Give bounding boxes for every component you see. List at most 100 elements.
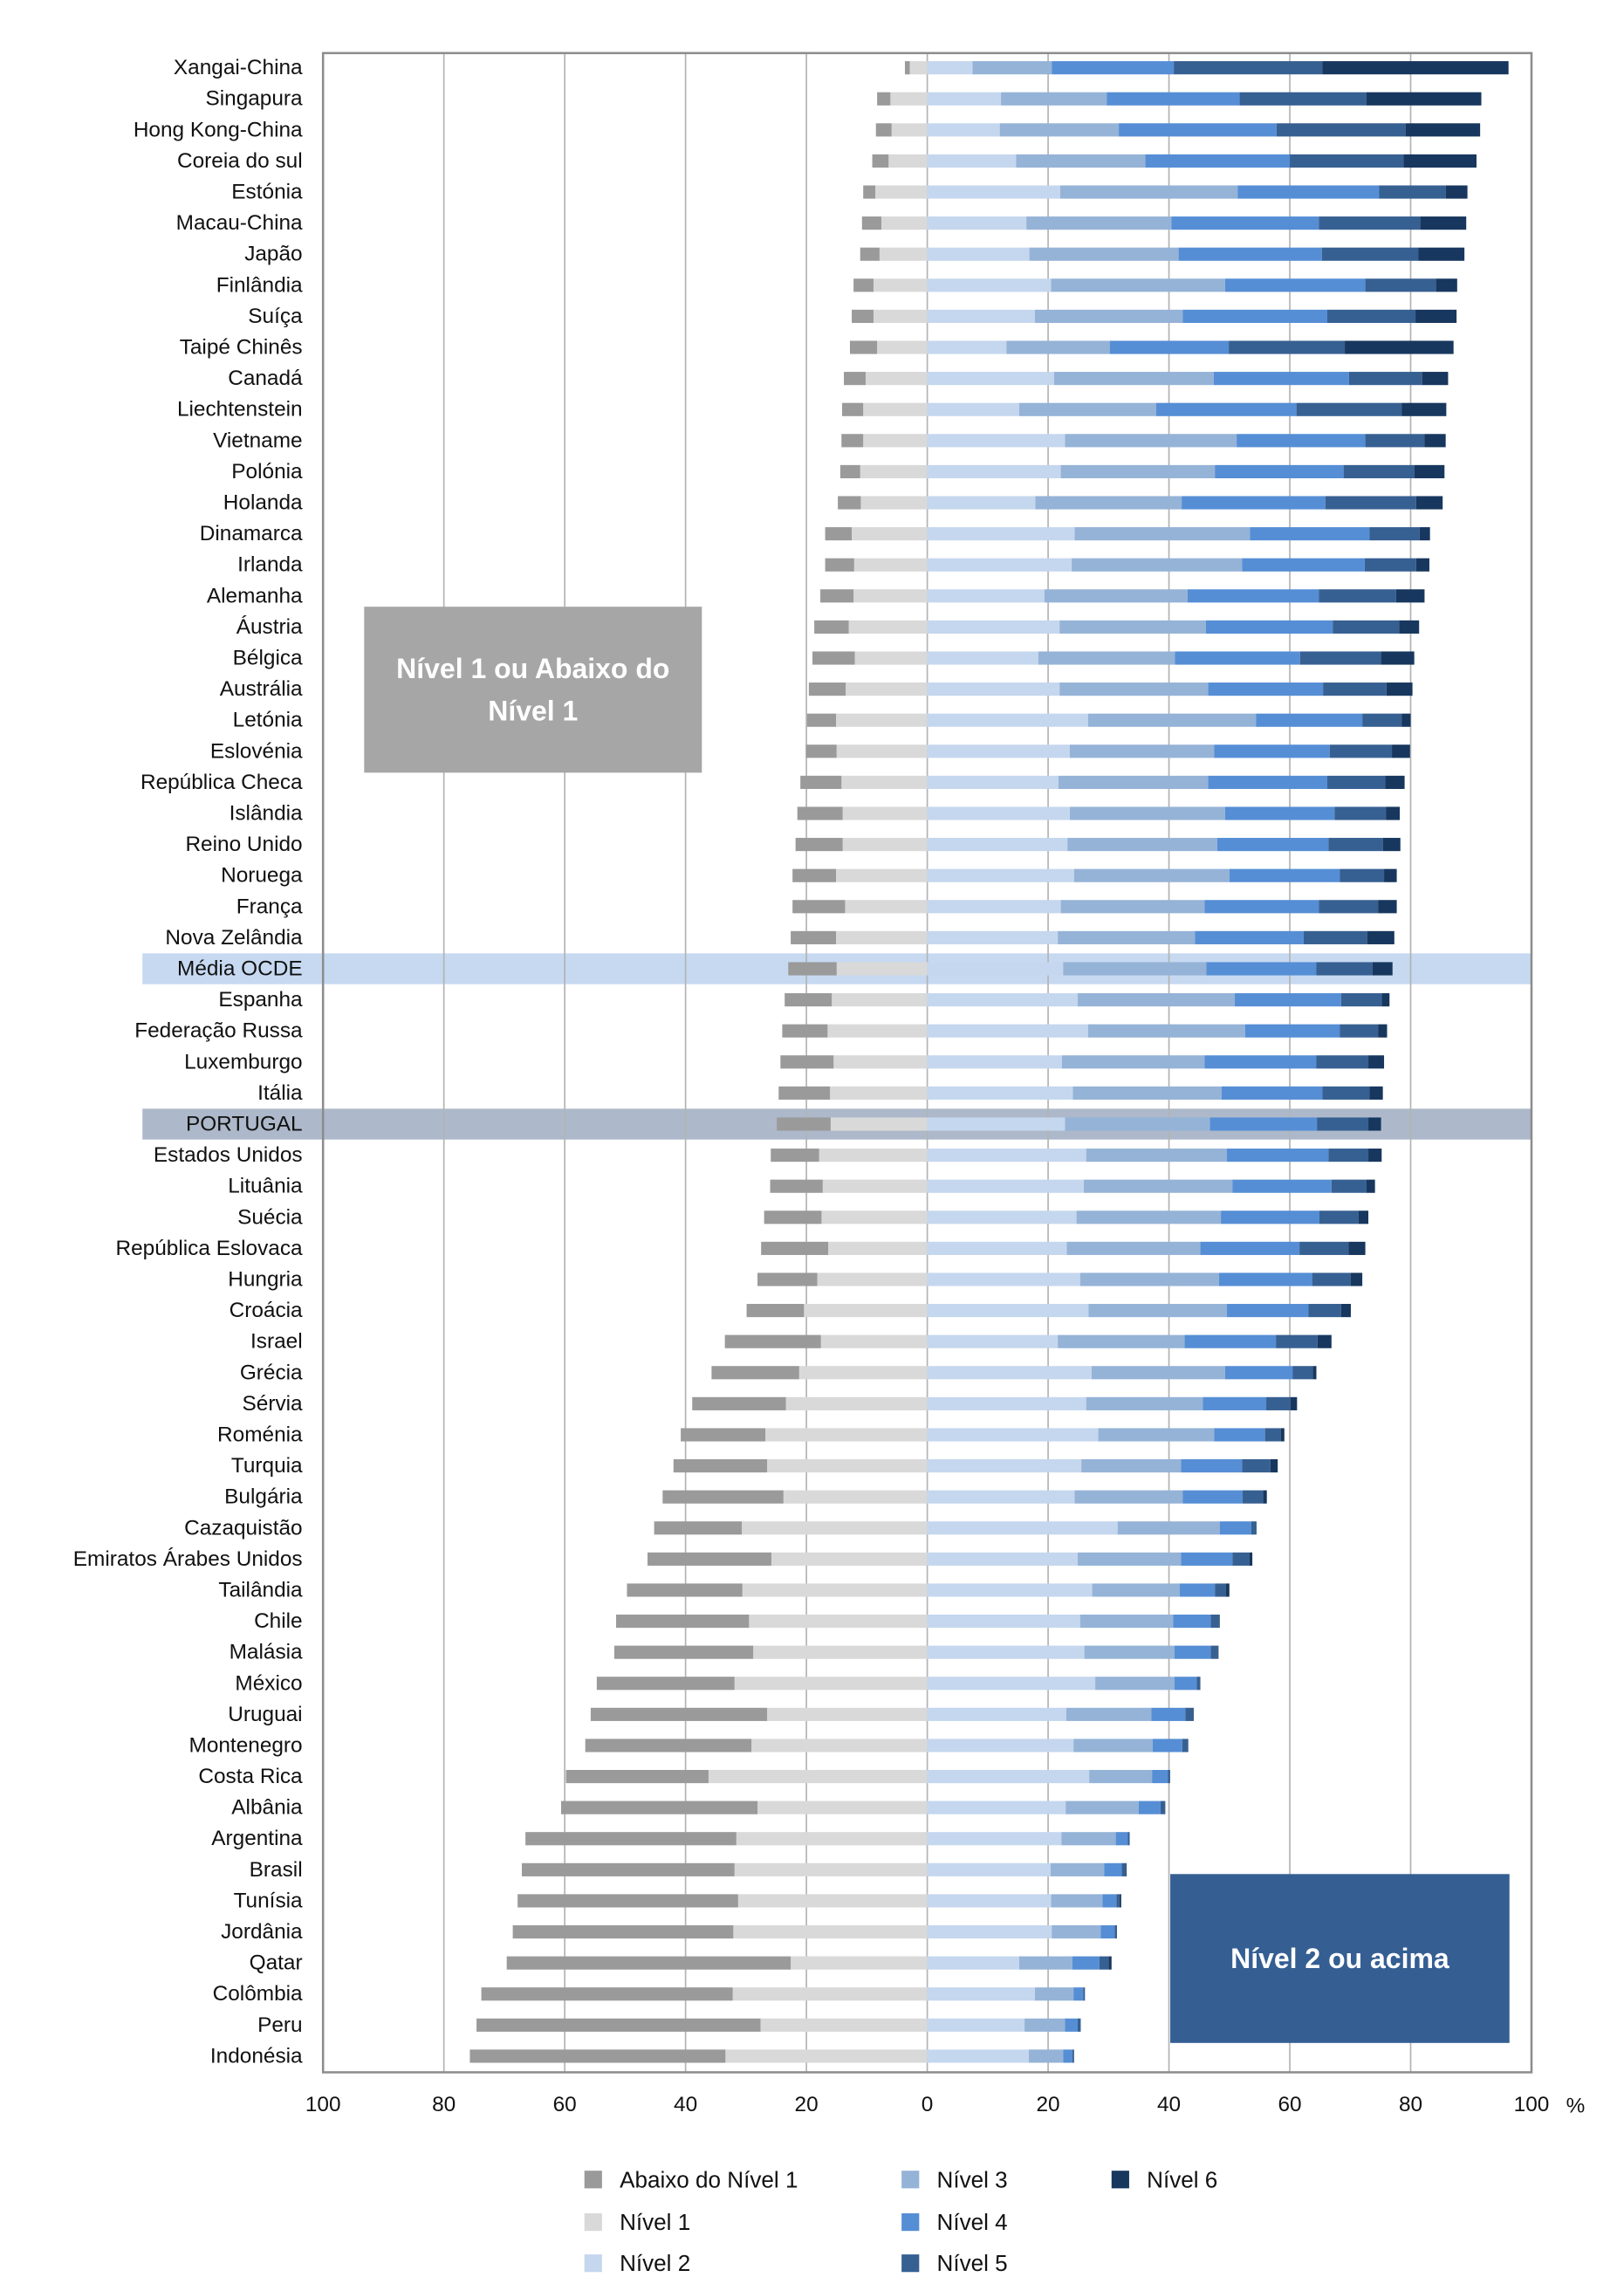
bar-segment — [804, 1304, 928, 1318]
bar-segment — [927, 1272, 1080, 1286]
bar-segment — [1050, 1862, 1105, 1876]
bar-segment — [927, 589, 1045, 603]
bar-segment — [845, 900, 928, 914]
bar-segment — [875, 123, 892, 137]
bar-segment — [780, 1055, 834, 1069]
bar-segment — [927, 1739, 1074, 1752]
bar-segment — [836, 713, 928, 727]
bar-segment — [863, 434, 928, 448]
bar-segment — [1296, 402, 1402, 416]
bar-segment — [1092, 1583, 1181, 1597]
bar-segment — [1074, 527, 1251, 541]
bar-segment — [849, 340, 878, 354]
bar-segment — [1270, 1459, 1278, 1473]
category-label: Holanda — [223, 491, 303, 515]
bar-segment — [1321, 247, 1419, 261]
bar-segment — [927, 900, 1061, 914]
bar-segment — [734, 1862, 928, 1876]
x-tick-label: 60 — [553, 2093, 577, 2116]
bar-segment — [560, 1800, 758, 1814]
bar-segment — [927, 464, 1061, 478]
x-tick-label: 40 — [1157, 2093, 1181, 2116]
category-label: Austrália — [220, 677, 303, 701]
legend-swatch — [584, 2254, 602, 2273]
bar-segment — [836, 930, 928, 944]
bar-segment — [888, 154, 928, 168]
bar-segment — [927, 682, 1060, 696]
bar-segment — [1175, 651, 1300, 665]
bar-segment — [1185, 1707, 1194, 1721]
bar-segment — [1382, 838, 1401, 852]
bar-segment — [1392, 744, 1410, 758]
bar-segment — [927, 1677, 1096, 1691]
x-unit-label: % — [1566, 2095, 1586, 2118]
bar-segment — [681, 1428, 766, 1442]
bar-segment — [1323, 682, 1387, 696]
bar-segment — [836, 744, 928, 758]
bar-segment — [806, 713, 837, 727]
bar-segment — [927, 372, 1054, 386]
category-label: Coreia do sul — [177, 149, 303, 173]
bar-segment — [1063, 2049, 1072, 2063]
bar-segment — [1114, 1924, 1118, 1939]
bar-segment — [1243, 1490, 1264, 1504]
bar-segment — [1215, 1583, 1226, 1597]
bar-segment — [1065, 2018, 1078, 2032]
bar-segment — [1034, 1987, 1074, 2001]
bar-segment — [1251, 1521, 1257, 1535]
bar-segment — [1381, 651, 1415, 665]
bar-segment — [1069, 806, 1225, 820]
bar-segment — [1436, 278, 1457, 292]
bar-segment — [1067, 838, 1217, 852]
bar-segment — [927, 1241, 1067, 1255]
bar-segment — [1203, 1396, 1267, 1410]
bar-segment — [1372, 962, 1393, 976]
category-label: Letónia — [233, 709, 303, 732]
category-label: França — [236, 895, 303, 918]
category-label: Chile — [254, 1609, 303, 1633]
bar-segment — [1088, 1304, 1228, 1318]
bar-segment — [1182, 1739, 1189, 1752]
bar-segment — [1348, 1241, 1366, 1255]
bar-segment — [1366, 1179, 1375, 1193]
bar-segment — [1378, 900, 1397, 914]
bar-segment — [737, 1894, 928, 1908]
bar-segment — [927, 1862, 1051, 1876]
bar-segment — [852, 309, 874, 324]
bar-segment — [1051, 1894, 1103, 1908]
bar-segment — [613, 1645, 754, 1659]
bar-segment — [792, 868, 837, 882]
bar-segment — [881, 216, 928, 230]
bar-segment — [927, 309, 1035, 324]
bar-segment — [1237, 434, 1366, 448]
bar-segment — [1369, 1086, 1383, 1100]
bar-segment — [927, 1211, 1077, 1224]
bar-segment — [1340, 993, 1382, 1007]
bar-segment — [927, 1428, 1099, 1442]
bar-segment — [770, 1179, 823, 1193]
bar-segment — [891, 123, 928, 137]
bar-segment — [1099, 1956, 1109, 1970]
bar-segment — [1227, 1149, 1329, 1163]
bar-segment — [841, 402, 864, 416]
bar-segment — [1059, 620, 1206, 634]
category-label: Qatar — [250, 1951, 303, 1975]
bar-segment — [821, 1211, 928, 1224]
legend-swatch — [901, 2171, 920, 2189]
bar-segment — [927, 1086, 1073, 1100]
bar-segment — [1217, 1645, 1219, 1659]
bar-segment — [846, 682, 928, 696]
bar-segment — [1204, 900, 1319, 914]
bar-segment — [1091, 1366, 1225, 1380]
bar-segment — [771, 1552, 928, 1566]
bar-segment — [778, 1086, 831, 1100]
category-label: Emiratos Árabes Unidos — [73, 1547, 303, 1571]
bar-segment — [827, 1024, 928, 1038]
bar-segment — [1066, 1707, 1152, 1721]
bar-segment — [795, 838, 843, 852]
bar-segment — [742, 1583, 928, 1597]
bar-segment — [767, 1707, 928, 1721]
bar-segment — [879, 247, 928, 261]
bar-segment — [1280, 1428, 1285, 1442]
